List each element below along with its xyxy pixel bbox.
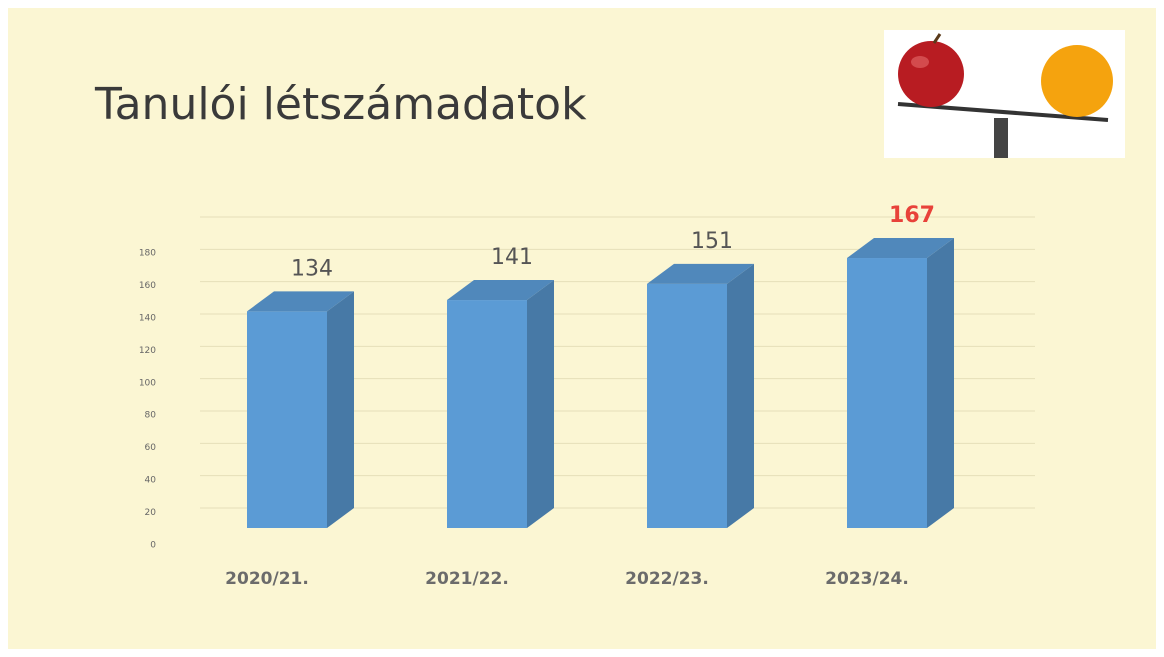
bar-top — [647, 263, 754, 284]
y-tick-label: 40 — [145, 476, 157, 486]
x-tick-label: 2020/21. — [225, 569, 309, 589]
bar-side — [927, 238, 954, 528]
y-tick-label: 180 — [139, 249, 156, 259]
y-tick-label: 20 — [145, 508, 157, 518]
chart-title: Tanulói létszámadatok — [94, 79, 587, 130]
value-label: 134 — [291, 256, 333, 281]
bar — [247, 291, 354, 528]
bar — [647, 263, 754, 528]
bar-front — [647, 283, 727, 528]
illustration — [884, 30, 1125, 158]
y-tick-label: 0 — [150, 541, 156, 551]
y-tick-label: 80 — [145, 411, 157, 421]
bar — [847, 238, 954, 528]
value-label: 167 — [889, 203, 935, 228]
bar-side — [527, 280, 554, 528]
y-tick-label: 140 — [139, 313, 156, 323]
y-tick-label: 160 — [139, 281, 156, 291]
y-tick-label: 120 — [139, 346, 156, 356]
bar-front — [247, 311, 327, 528]
bar-top — [847, 238, 954, 259]
bar-top — [447, 280, 554, 301]
bar-top — [247, 291, 354, 312]
bar-front — [847, 258, 927, 528]
value-label: 141 — [491, 245, 533, 270]
value-label: 151 — [691, 229, 733, 254]
x-tick-label: 2022/23. — [625, 569, 709, 589]
x-tick-label: 2023/24. — [825, 569, 909, 589]
bar-side — [727, 263, 754, 528]
y-tick-label: 60 — [145, 443, 157, 453]
bar-side — [327, 291, 354, 528]
bar — [447, 280, 554, 528]
y-tick-label: 100 — [139, 378, 156, 388]
bar-front — [447, 300, 527, 528]
x-tick-label: 2021/22. — [425, 569, 509, 589]
